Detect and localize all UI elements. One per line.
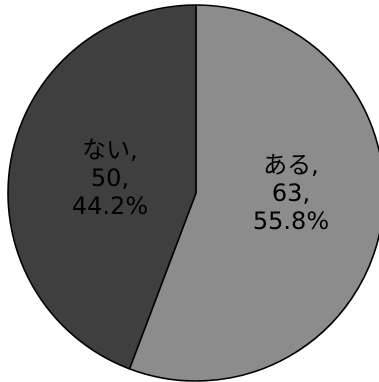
slice-label-1-line-1: ある, (263, 151, 319, 179)
pie-slice-2 (7, 4, 197, 370)
pie-slice-1 (128, 4, 379, 382)
slice-label-2: ない,50,44.2% (72, 136, 148, 220)
slice-label-2-line-1: ない, (82, 136, 138, 164)
slice-label-1-line-2: 63, (272, 179, 310, 207)
slice-label-1-line-3: 55.8% (253, 207, 329, 235)
slice-label-2-line-2: 50, (91, 164, 129, 192)
slice-label-1: ある,63,55.8% (253, 151, 329, 235)
slice-label-2-line-3: 44.2% (72, 192, 148, 220)
